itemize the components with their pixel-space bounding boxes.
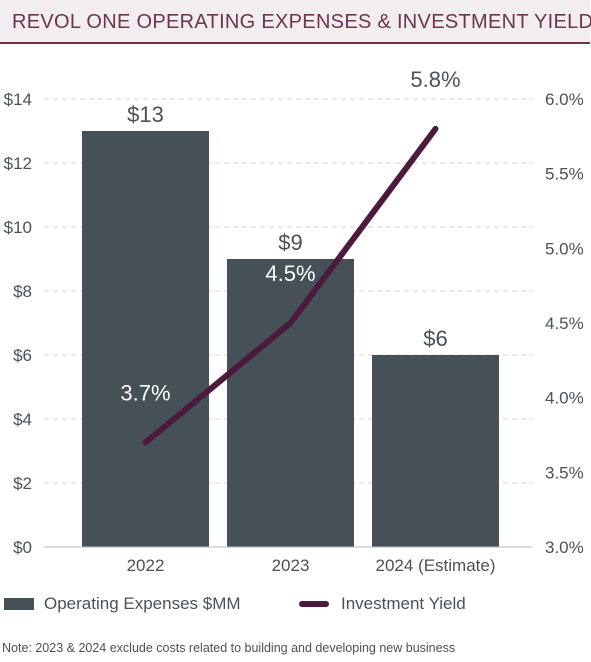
y-left-tick-label: $2 — [13, 474, 32, 493]
yield-value-label: 4.5% — [265, 261, 315, 286]
legend-label-operating-expenses: Operating Expenses $MM — [44, 594, 241, 613]
y-right-tick-label: 5.0% — [545, 239, 584, 258]
legend-item-investment-yield: Investment Yield — [299, 594, 466, 614]
yield-line — [142, 125, 439, 446]
y-left-tick-label: $12 — [4, 154, 32, 173]
chart-plot: $0 $2 $4 $6 $8 $10 $12 $14 3.0% 3.5% 4.0% 4.5% 5.0% 5… — [4, 67, 584, 575]
chart-title-bar: REVOL ONE OPERATING EXPENSES & INVESTMEN… — [0, 0, 591, 44]
y-left-tick-label: $0 — [13, 538, 32, 557]
y-right-tick-label: 6.0% — [545, 90, 584, 109]
yield-value-label: 3.7% — [120, 380, 170, 405]
y-right-tick-label: 4.0% — [545, 389, 584, 408]
bar-value-label: $6 — [423, 326, 447, 351]
bar-value-label: $13 — [127, 102, 164, 127]
y-right-tick-label: 4.5% — [545, 314, 584, 333]
y-right-tick-label: 5.5% — [545, 165, 584, 184]
legend-bar-swatch — [4, 598, 34, 610]
legend: Operating Expenses $MM Investment Yield — [0, 594, 591, 616]
y-right-tick-label: 3.0% — [545, 538, 584, 557]
y-left-tick-label: $4 — [13, 410, 32, 429]
y-left-tick-label: $14 — [4, 90, 32, 109]
y-left-tick-label: $6 — [13, 346, 32, 365]
bar — [82, 131, 209, 547]
bar-value-label: $9 — [278, 230, 302, 255]
legend-line-swatch — [299, 601, 329, 607]
x-tick-label: 2022 — [127, 556, 165, 575]
bar — [227, 259, 354, 547]
yield-value-label: 5.8% — [410, 67, 460, 92]
chart-note: Note: 2023 & 2024 exclude costs related … — [2, 641, 456, 655]
x-tick-label: 2024 (Estimate) — [376, 556, 496, 575]
y-right-tick-label: 3.5% — [545, 463, 584, 482]
x-tick-label: 2023 — [272, 556, 310, 575]
y-left-tick-label: $8 — [13, 282, 32, 301]
y-left-tick-label: $10 — [4, 218, 32, 237]
bar — [372, 355, 499, 547]
legend-item-operating-expenses: Operating Expenses $MM — [4, 594, 241, 614]
chart-title: REVOL ONE OPERATING EXPENSES & INVESTMEN… — [12, 11, 591, 33]
legend-label-investment-yield: Investment Yield — [341, 594, 466, 613]
